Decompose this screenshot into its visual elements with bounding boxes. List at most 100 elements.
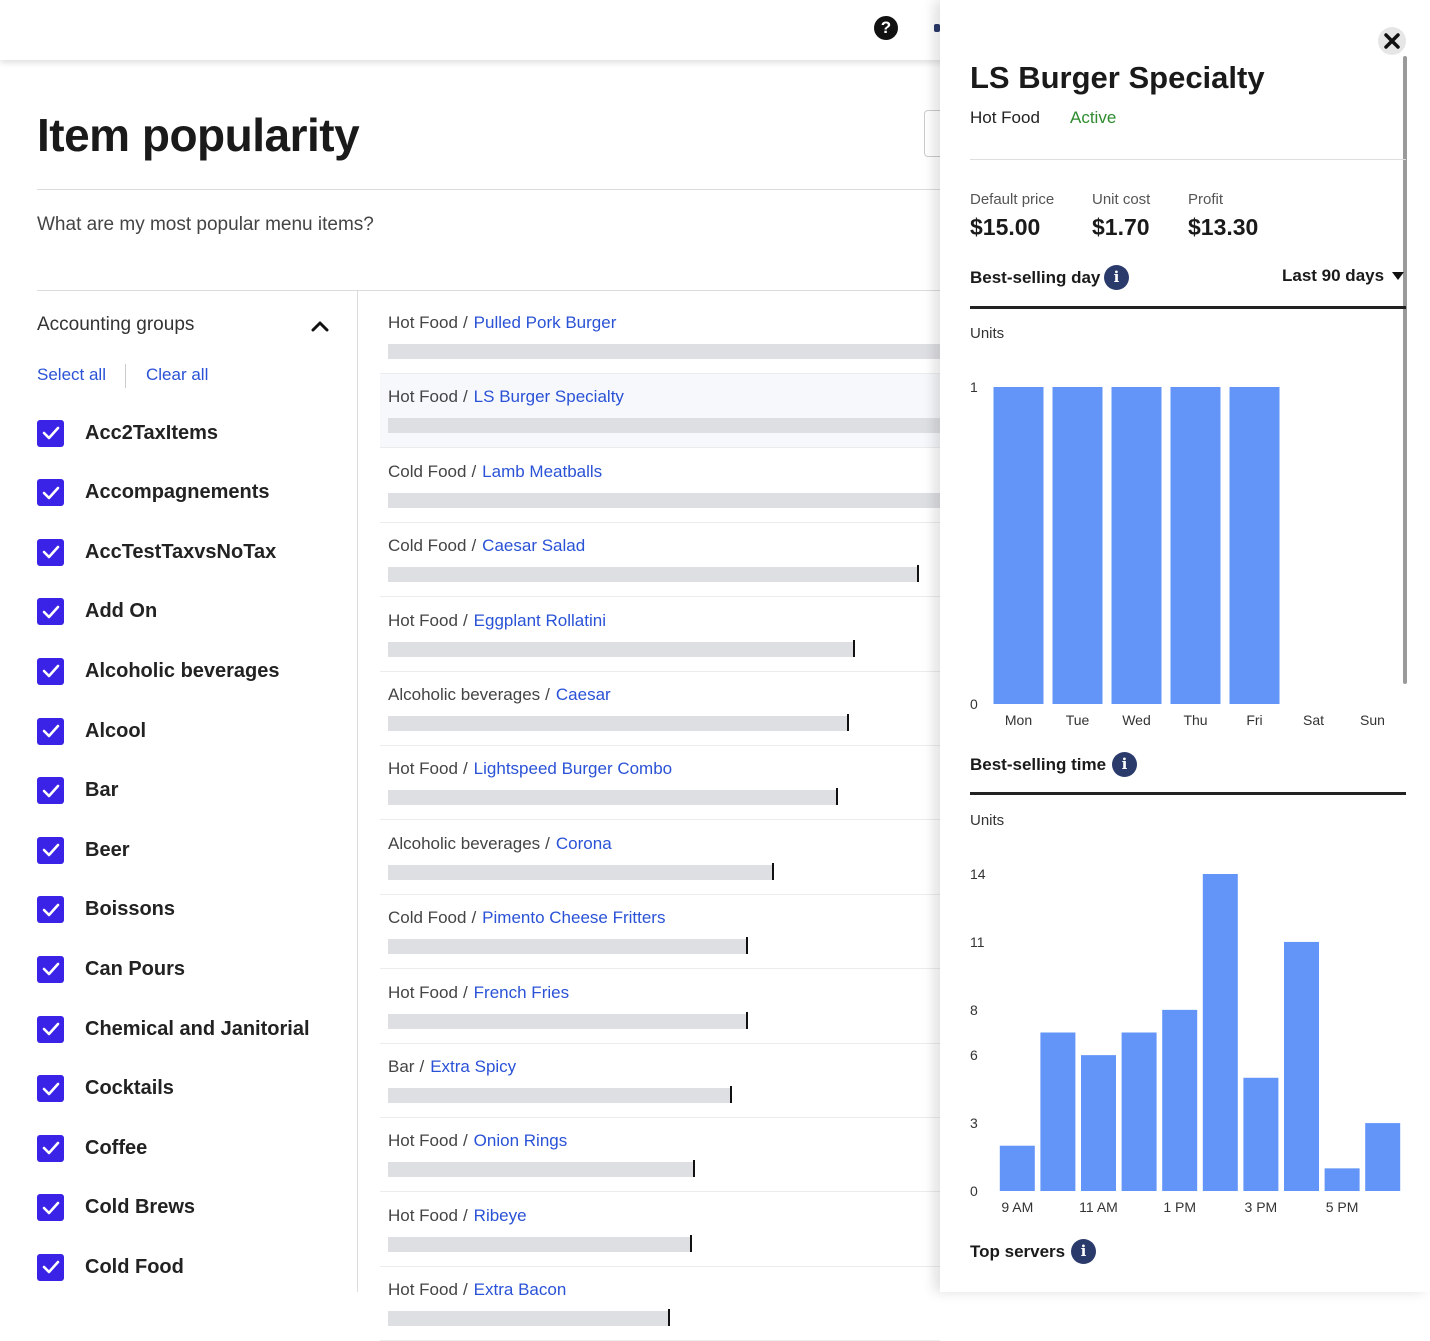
- clear-all-link[interactable]: Clear all: [146, 365, 209, 384]
- separator: /: [462, 982, 468, 1002]
- info-icon[interactable]: i: [1071, 1239, 1096, 1264]
- bar: [1170, 387, 1221, 704]
- list-item[interactable]: Hot Food / Eggplant Rollatini: [380, 598, 940, 672]
- y-tick-label: 8: [970, 1002, 978, 1018]
- list-item[interactable]: Hot Food / French Fries: [380, 970, 940, 1044]
- accounting-group-checkbox[interactable]: Beer: [37, 835, 347, 865]
- info-icon[interactable]: i: [1112, 752, 1137, 777]
- list-item[interactable]: Hot Food / Extra Bacon: [380, 1267, 940, 1341]
- checkbox-checked-icon[interactable]: [37, 1134, 64, 1162]
- page-subtitle: What are my most popular menu items?: [37, 214, 374, 235]
- checkbox-checked-icon[interactable]: [37, 1075, 64, 1103]
- popularity-bar: [388, 1236, 690, 1252]
- item-link[interactable]: Eggplant Rollatini: [473, 610, 606, 630]
- item-link[interactable]: Pimento Cheese Fritters: [482, 908, 666, 928]
- popularity-marker: [917, 565, 919, 583]
- accounting-group-checkbox[interactable]: Alcool: [37, 716, 347, 746]
- list-item[interactable]: Hot Food / Pulled Pork Burger: [380, 300, 948, 374]
- accounting-group-checkbox[interactable]: Add On: [37, 597, 347, 627]
- accounting-group-checkbox[interactable]: Boissons: [37, 895, 347, 925]
- checkbox-label: AccTestTaxvsNoTax: [85, 540, 277, 563]
- bar: [1162, 1009, 1198, 1191]
- item-link[interactable]: Caesar: [555, 685, 611, 704]
- item-category: Hot Food: [388, 610, 458, 630]
- accounting-group-checkbox[interactable]: Alcoholic beverages: [37, 656, 347, 686]
- accounting-group-checkbox[interactable]: Bar: [37, 776, 347, 806]
- popularity-marker: [847, 714, 849, 731]
- list-item[interactable]: Hot Food / Onion Rings: [380, 1118, 940, 1193]
- checkbox-checked-icon[interactable]: [37, 538, 64, 566]
- bar: [1081, 1055, 1116, 1191]
- item-link[interactable]: Lightspeed Burger Combo: [473, 759, 673, 779]
- select-all-link[interactable]: Select all: [37, 365, 106, 384]
- item-category: Cold Food: [388, 908, 467, 928]
- account-icon[interactable]: [934, 24, 940, 32]
- item-link[interactable]: Ribeye: [473, 1205, 527, 1225]
- list-item[interactable]: Cold Food / Pimento Cheese Fritters: [380, 895, 940, 970]
- close-button[interactable]: [1378, 27, 1406, 55]
- accounting-group-checkbox[interactable]: Accompagnements: [37, 478, 347, 508]
- scrollbar[interactable]: [1403, 56, 1407, 684]
- y-tick-label: 6: [970, 1047, 978, 1063]
- checkbox-checked-icon[interactable]: [37, 955, 64, 983]
- item-link[interactable]: Lamb Meatballs: [482, 461, 603, 481]
- checkbox-checked-icon[interactable]: [37, 1253, 64, 1281]
- item-link[interactable]: Onion Rings: [473, 1131, 568, 1151]
- item-title: LS Burger Specialty: [970, 60, 1265, 95]
- popularity-bar: [388, 864, 772, 880]
- accounting-group-checkbox[interactable]: Can Pours: [37, 954, 347, 984]
- separator: /: [462, 313, 468, 332]
- list-item[interactable]: Cold Food / Lamb Meatballs: [380, 449, 948, 523]
- item-link[interactable]: Caesar Salad: [482, 536, 586, 556]
- item-link[interactable]: Extra Spicy: [430, 1057, 517, 1076]
- checkbox-checked-icon[interactable]: [37, 777, 64, 805]
- list-item[interactable]: Alcoholic beverages / Corona: [380, 821, 940, 895]
- checkbox-checked-icon[interactable]: [37, 836, 64, 864]
- list-item[interactable]: Alcoholic beverages / Caesar: [380, 672, 940, 746]
- accounting-group-checkbox[interactable]: Chemical and Janitorial: [37, 1014, 347, 1044]
- list-item[interactable]: Hot Food / Lightspeed Burger Combo: [380, 746, 940, 821]
- checkbox-checked-icon[interactable]: [37, 479, 64, 507]
- checkbox-checked-icon[interactable]: [37, 717, 64, 745]
- checkbox-checked-icon[interactable]: [37, 598, 64, 626]
- item-heading: Alcoholic beverages / Caesar: [388, 685, 611, 705]
- item-link[interactable]: French Fries: [473, 982, 570, 1002]
- popularity-bar: [388, 790, 836, 806]
- accounting-group-checkbox[interactable]: Coffee: [37, 1133, 347, 1163]
- list-item[interactable]: Hot Food / LS Burger Specialty: [380, 374, 948, 449]
- item-category: Cold Food: [388, 536, 467, 556]
- date-range-dropdown[interactable]: Last 90 days: [1282, 266, 1405, 286]
- accounting-group-checkbox[interactable]: Acc2TaxItems: [37, 418, 347, 448]
- checkbox-label: Alcoholic beverages: [85, 659, 280, 682]
- accounting-group-checkbox[interactable]: AccTestTaxvsNoTax: [37, 537, 347, 567]
- item-link[interactable]: Extra Bacon: [473, 1280, 567, 1300]
- checkbox-checked-icon[interactable]: [37, 896, 64, 924]
- accounting-group-checkbox[interactable]: Cocktails: [37, 1074, 347, 1104]
- list-item[interactable]: Cold Food / Caesar Salad: [380, 523, 940, 598]
- item-heading: Hot Food / Lightspeed Burger Combo: [388, 759, 672, 779]
- chevron-up-icon[interactable]: [310, 316, 330, 336]
- x-tick-label: Mon: [1005, 712, 1032, 728]
- x-tick-label: Sat: [1303, 712, 1324, 728]
- best-selling-day-chart: 0 1 Mon Tue Wed Thu Fri Sat Sun: [970, 379, 1385, 728]
- checkbox-label: Acc2TaxItems: [85, 421, 219, 444]
- checkbox-checked-icon[interactable]: [37, 1015, 64, 1043]
- popularity-marker: [746, 1011, 748, 1029]
- y-tick-label: 1: [970, 379, 978, 395]
- item-link[interactable]: LS Burger Specialty: [473, 387, 624, 407]
- list-item[interactable]: Hot Food / Ribeye: [380, 1193, 940, 1267]
- accounting-group-checkbox[interactable]: Cold Brews: [37, 1193, 347, 1223]
- info-icon[interactable]: i: [1104, 265, 1129, 290]
- checkbox-checked-icon[interactable]: [37, 1194, 64, 1222]
- item-link[interactable]: Corona: [555, 833, 612, 853]
- item-link[interactable]: Pulled Pork Burger: [473, 313, 617, 332]
- checkbox-label: Cold Food: [85, 1255, 184, 1278]
- checkbox-checked-icon[interactable]: [37, 419, 64, 447]
- list-item[interactable]: Bar / Extra Spicy: [380, 1044, 940, 1118]
- checkbox-checked-icon[interactable]: [37, 657, 64, 685]
- help-icon[interactable]: ?: [874, 16, 898, 40]
- separator: /: [545, 833, 550, 853]
- accounting-group-checkbox[interactable]: Cold Food: [37, 1252, 347, 1282]
- item-category: Hot Food: [388, 313, 458, 332]
- item-heading: Bar / Extra Spicy: [388, 1057, 516, 1077]
